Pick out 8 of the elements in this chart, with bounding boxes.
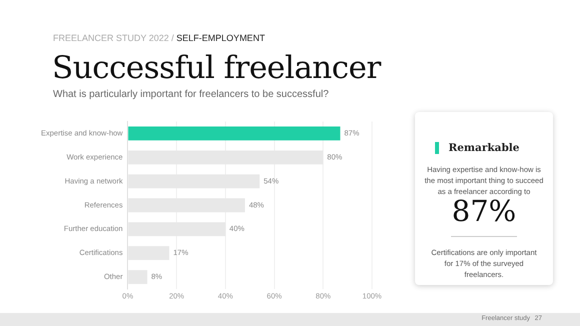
text: / [171, 33, 174, 43]
text: FREELANCER STUDY 2022 [53, 33, 169, 43]
chart-subtitle: What is particularly important for freelancers to be successful? [53, 89, 329, 100]
text: 87% [452, 194, 516, 228]
text: Remarkable [448, 142, 520, 154]
bar [128, 126, 340, 140]
text: SELF-EMPLOYMENT [176, 33, 265, 43]
chart-title: Successful freelancer [52, 50, 381, 86]
